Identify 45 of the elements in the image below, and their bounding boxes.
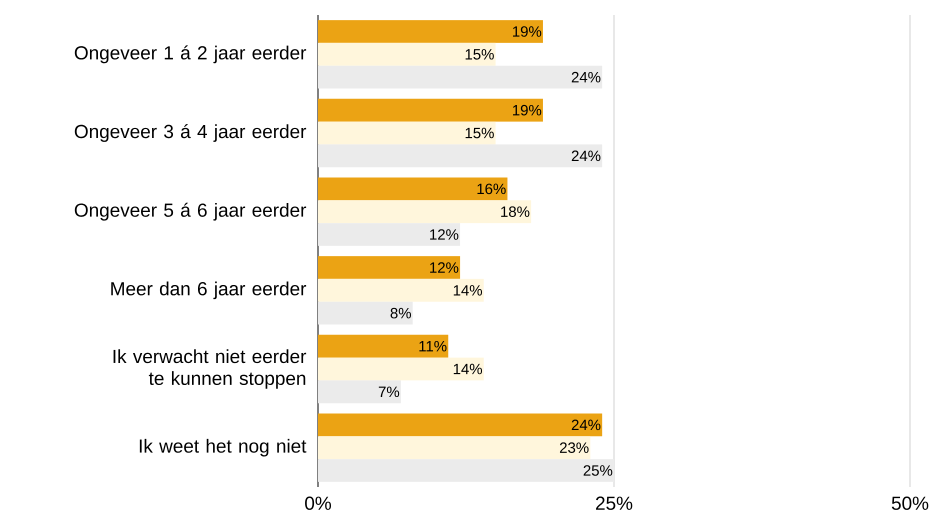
bar [318,436,590,460]
data-label: 24% [572,72,600,82]
bar [318,20,543,43]
y-tick-label: Ongeveer 3 á 4 jaar eerder [74,124,306,142]
x-tick-label: 0% [305,496,331,510]
data-label: 18% [501,206,530,217]
bar [318,42,496,66]
data-label: 7% [378,386,400,398]
bar [318,380,401,404]
x-tick-label: 50% [892,496,928,510]
bar [318,358,484,380]
bar [318,200,532,224]
x-tick-label: 25% [596,496,632,510]
data-label: 15% [466,49,494,60]
data-label: 24% [572,150,600,162]
bar [318,302,413,325]
bar [318,144,602,168]
data-label: 24% [572,420,600,430]
bar [318,278,484,302]
data-label: 16% [477,184,506,194]
data-label: 25% [584,465,612,476]
y-tick-label: Ik weet het nog niet [140,438,306,456]
y-tick-label: Ik verwacht niet eerder te kunnen stoppen [114,349,306,389]
bar [318,98,543,122]
data-label: 14% [454,364,482,374]
bar [318,66,602,89]
bar [318,122,496,144]
bar [318,177,508,200]
data-label: 14% [454,285,482,296]
data-label: 19% [512,26,542,37]
y-tick-label: Ongeveer 5 á 6 jaar eerder [74,202,306,221]
y-tick-label: Ongeveer 1 á 2 jaar eerder [74,45,306,64]
bar [318,413,602,436]
bar [318,223,460,246]
data-label: 12% [430,262,458,273]
data-label: 11% [419,340,447,352]
data-label: 12% [430,229,458,240]
data-label: 8% [390,308,411,318]
bar [318,256,460,279]
data-label: 19% [512,104,542,116]
bar [318,334,448,358]
data-label: 23% [560,442,589,453]
data-label: 15% [466,128,494,138]
bar [318,459,614,482]
y-tick-label: Meer dan 6 jaar eerder [111,282,306,300]
